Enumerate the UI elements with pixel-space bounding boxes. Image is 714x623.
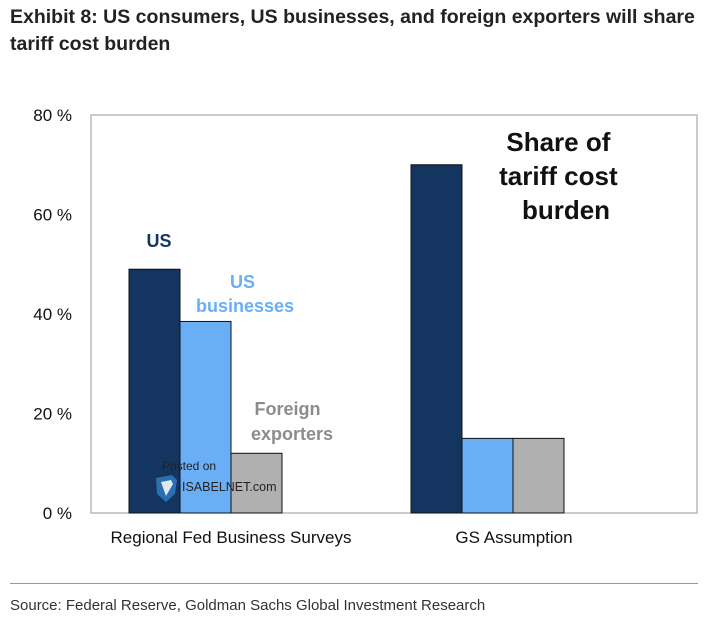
shield-highlight: [161, 480, 173, 496]
y-axis-ticks: 0 % 20 % 40 % 60 % 80 %: [33, 106, 72, 523]
isabelnet-watermark: Posted on ISABELNET.com: [156, 459, 276, 502]
bar-chart: 0 % 20 % 40 % 60 % 80 % Regional Fed Busines…: [33, 106, 698, 547]
x-category-label: Regional Fed Business Surveys: [111, 528, 352, 547]
bar: [230, 452, 283, 514]
y-tick-label: 20 %: [33, 405, 72, 424]
annotation-us-businesses-line2: businesses: [196, 296, 294, 316]
source-note: Source: Federal Reserve, Goldman Sachs G…: [10, 597, 486, 614]
annotation-us-businesses: US businesses: [196, 272, 294, 316]
plot-area-frame: [90, 114, 698, 514]
bar: [512, 437, 565, 514]
y-tick-label: 0 %: [43, 504, 72, 523]
bar: [179, 320, 232, 514]
y-tick-label: 60 %: [33, 206, 72, 225]
watermark-isabelnet: ISABELNET.com: [182, 480, 276, 494]
annotation-us-businesses-line1: US: [230, 272, 255, 292]
watermark-posted-on: Posted on: [162, 459, 216, 473]
annotation-foreign-exporters-line1: Foreign: [254, 399, 320, 419]
y-tick-label: 80 %: [33, 106, 72, 125]
bar: [410, 164, 463, 514]
x-axis-labels: Regional Fed Business Surveys GS Assumpti…: [111, 528, 573, 547]
chart-title: Exhibit 8: US consumers, US businesses, …: [10, 6, 695, 55]
annotation-share-of-tariff-cost-burden: Share of tariff cost burden: [499, 127, 625, 225]
y-tick-label: 40 %: [33, 305, 72, 324]
annotation-foreign-exporters: Foreign exporters: [251, 399, 333, 444]
bars: [128, 164, 565, 514]
annotation-us: US: [146, 231, 171, 251]
bar: [128, 268, 181, 514]
share-label-line1: Share of: [506, 127, 610, 157]
x-category-label: GS Assumption: [455, 528, 572, 547]
share-label-line3: burden: [522, 195, 610, 225]
footer-divider: [10, 583, 698, 584]
share-label-line2: tariff cost: [499, 161, 618, 191]
bar: [461, 437, 514, 514]
annotation-foreign-exporters-line2: exporters: [251, 424, 333, 444]
